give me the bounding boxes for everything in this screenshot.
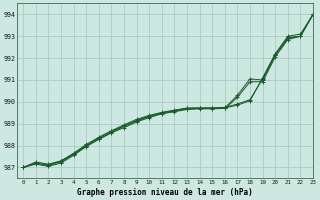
X-axis label: Graphe pression niveau de la mer (hPa): Graphe pression niveau de la mer (hPa) [77, 188, 253, 197]
